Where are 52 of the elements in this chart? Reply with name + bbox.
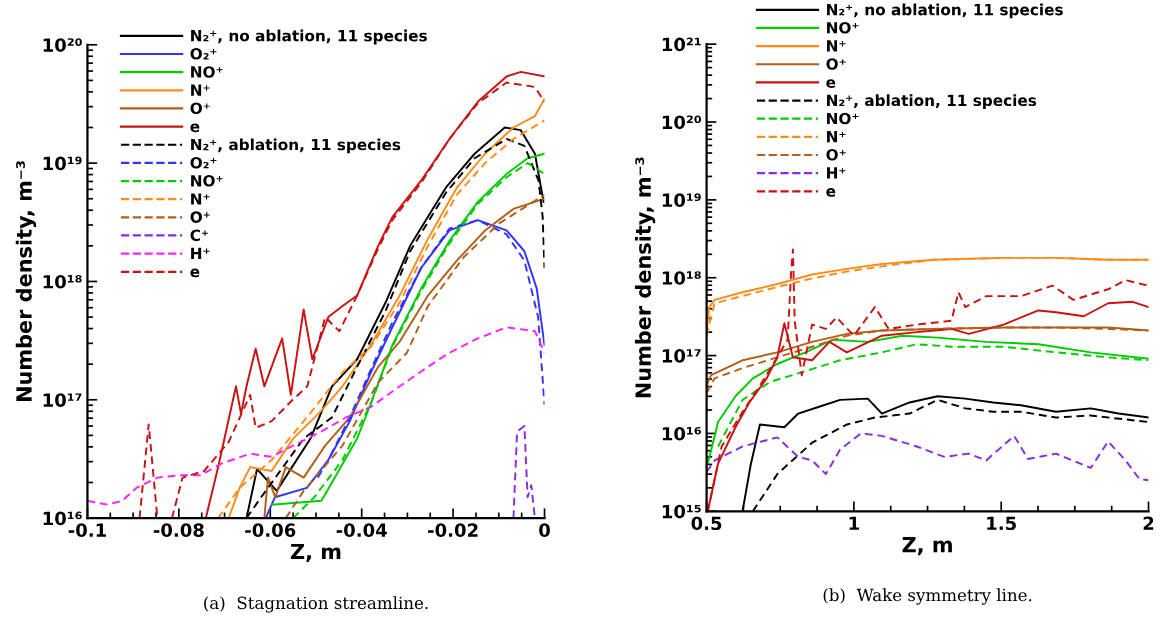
y-tick-label: 10¹⁹ [662, 193, 701, 207]
legend-label: NO⁺ [191, 175, 223, 187]
legend-label: H⁺ [191, 247, 210, 259]
x-tick-label: -0.06 [245, 523, 296, 537]
legend-label: N₂⁺, ablation, 11 species [191, 138, 401, 154]
y-tick-label: 10²¹ [662, 37, 701, 52]
legend-label: e [826, 79, 836, 88]
y-tick-label: 10²⁰ [43, 38, 82, 52]
y-tick-label: 10²⁰ [662, 115, 702, 130]
x-tick-label: -0.04 [336, 523, 387, 537]
x-tick-label: 1 [849, 516, 859, 530]
line-series [706, 432, 1149, 482]
line-series [512, 425, 536, 519]
legend-label: C⁺ [190, 229, 208, 242]
legend-label: O⁺ [826, 149, 846, 161]
text: (b) Wake symmetry line. [823, 588, 1032, 605]
legend-label: O₂⁺ [190, 156, 217, 169]
legend-label: N₂⁺, no ablation, 11 species [827, 3, 1063, 19]
text: (a) Stagnation streamline. [204, 596, 428, 613]
legend-label: N₂⁺, ablation, 11 species [827, 94, 1037, 110]
legend-label: NO⁺ [191, 66, 223, 78]
legend-label: e [826, 188, 836, 197]
x-tick-label: -0.08 [153, 523, 204, 537]
x-tick-label: -0.02 [428, 523, 478, 537]
legend-label: O₂⁺ [190, 48, 217, 60]
legend-label: N⁺ [191, 193, 210, 205]
line-series [87, 326, 545, 506]
legend-label: H⁺ [827, 167, 846, 179]
legend-label: O⁺ [190, 102, 210, 115]
x-tick-label: 2 [1143, 516, 1154, 530]
legend-label: NO⁺ [827, 21, 859, 34]
legend-label: N⁺ [191, 84, 210, 96]
legend-label: NO⁺ [827, 112, 859, 125]
y-axis-title: Number density, m⁻³ [15, 161, 37, 401]
y-tick-label: 10¹⁸ [662, 271, 701, 285]
legend-label: e [190, 268, 200, 278]
x-tick-label: 0 [539, 523, 550, 537]
legend-label: N⁺ [827, 40, 846, 52]
y-tick-label: 10¹⁷ [662, 349, 701, 363]
x-axis-title: Z, m [290, 543, 341, 563]
legend-label: O⁺ [190, 211, 210, 223]
y-tick-label: 10¹⁸ [43, 274, 82, 289]
legend-label: N⁺ [827, 131, 846, 143]
x-axis-title: Z, m [902, 537, 952, 556]
x-tick-label: 1.5 [987, 516, 1016, 531]
legend-label: e [190, 123, 200, 133]
y-tick-label: 10¹⁷ [43, 393, 82, 407]
y-tick-label: 10¹⁶ [662, 426, 701, 441]
legend-label: O⁺ [826, 58, 846, 70]
y-axis-title: Number density, m⁻³ [634, 157, 656, 398]
legend-label: N₂⁺, no ablation, 11 species [191, 29, 427, 45]
y-tick-label: 10¹⁹ [43, 156, 82, 171]
